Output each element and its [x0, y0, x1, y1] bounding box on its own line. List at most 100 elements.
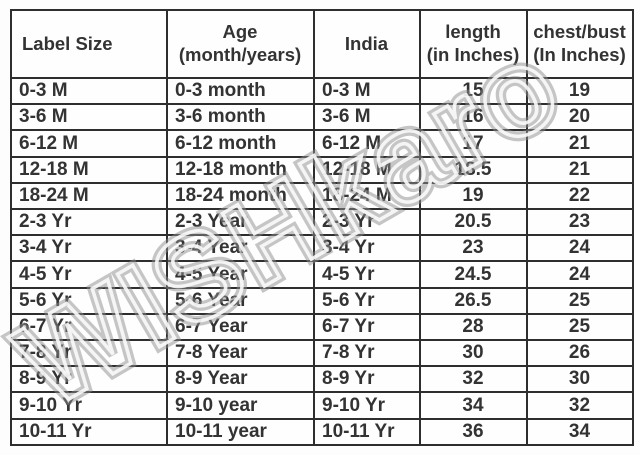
table-cell-length: 18.5	[419, 155, 528, 184]
table-cell-length: 28	[419, 312, 528, 342]
header-line1: Label Size	[22, 32, 113, 54]
table-row: 7-8 Yr 7-8 Year 7-8 Yr 30 26	[10, 339, 634, 368]
column-header-label-size: Label Size	[10, 9, 168, 79]
header-line1: chest/bust	[533, 21, 626, 43]
column-header-chest-bust: chest/bust (In Inches)	[526, 9, 634, 79]
table-cell-label-size: 5-6 Yr	[10, 286, 168, 315]
table-cell-age: 0-3 month	[166, 76, 315, 106]
table-cell-length: 36	[419, 417, 528, 447]
table-cell-india: 10-11 Yr	[313, 417, 421, 447]
table-cell-age: 6-7 Year	[166, 312, 315, 342]
table-cell-india: 6-12 M	[313, 129, 421, 158]
table-row: 8-9 Yr 8-9 Year 8-9 Yr 32 30	[10, 365, 634, 394]
table-cell-length: 17	[419, 129, 528, 158]
table-cell-label-size: 12-18 M	[10, 155, 168, 184]
table-cell-age: 3-6 month	[166, 103, 315, 132]
table-cell-label-size: 0-3 M	[10, 76, 168, 106]
table-cell-chest-bust: 24	[526, 260, 634, 289]
table-cell-chest-bust: 32	[526, 391, 634, 420]
table-row: 6-12 M 6-12 month 6-12 M 17 21	[10, 129, 634, 158]
table-cell-label-size: 10-11 Yr	[10, 417, 168, 447]
table-cell-label-size: 3-4 Yr	[10, 234, 168, 263]
table-cell-label-size: 8-9 Yr	[10, 365, 168, 394]
table-cell-chest-bust: 23	[526, 208, 634, 237]
table-cell-length: 19	[419, 181, 528, 211]
table-cell-age: 12-18 month	[166, 155, 315, 184]
table-cell-india: 18-24 M	[313, 181, 421, 211]
table-cell-label-size: 18-24 M	[10, 181, 168, 211]
table-cell-chest-bust: 21	[526, 129, 634, 158]
table-cell-label-size: 2-3 Yr	[10, 208, 168, 237]
table-cell-age: 6-12 month	[166, 129, 315, 158]
table-cell-label-size: 6-12 M	[10, 129, 168, 158]
header-line1: Age	[222, 21, 258, 43]
table-cell-chest-bust: 25	[526, 286, 634, 315]
table-row: 5-6 Yr 5-6 Year 5-6 Yr 26.5 25	[10, 286, 634, 315]
table-row: 2-3 Yr 2-3 Year 2-3 Yr 20.5 23	[10, 208, 634, 237]
header-line2: (month/years)	[178, 44, 302, 65]
table-cell-age: 7-8 Year	[166, 339, 315, 368]
table-cell-chest-bust: 19	[526, 76, 634, 106]
table-cell-chest-bust: 25	[526, 312, 634, 342]
table-cell-length: 34	[419, 391, 528, 420]
table-cell-length: 24.5	[419, 260, 528, 289]
table-row: 3-6 M 3-6 month 3-6 M 16 20	[10, 103, 634, 132]
table-row: 0-3 M 0-3 month 0-3 M 15 19	[10, 76, 634, 106]
header-line2: (in Inches)	[426, 44, 520, 65]
table-cell-india: 4-5 Yr	[313, 260, 421, 289]
table-cell-chest-bust: 30	[526, 365, 634, 394]
table-cell-india: 12-18 M	[313, 155, 421, 184]
table-cell-length: 16	[419, 103, 528, 132]
table-cell-length: 26.5	[419, 286, 528, 315]
table-cell-length: 32	[419, 365, 528, 394]
header-row: Label Size Age (month/years) India length (in…	[10, 9, 634, 79]
table-row: 6-7 Yr 6-7 Year 6-7 Yr 28 25	[10, 312, 634, 342]
table-cell-india: 5-6 Yr	[313, 286, 421, 315]
table-row: 3-4 Yr 3-4 Year 3-4 Yr 23 24	[10, 234, 634, 263]
table-row: 18-24 M 18-24 month 18-24 M 19 22	[10, 181, 634, 211]
table-row: 10-11 Yr 10-11 year 10-11 Yr 36 34	[10, 417, 634, 447]
header-line1: India	[344, 32, 389, 54]
table-cell-age: 4-5 Year	[166, 260, 315, 289]
size-chart-table: Label Size Age (month/years) India length (in…	[10, 9, 634, 447]
table-cell-age: 10-11 year	[166, 417, 315, 447]
column-header-age: Age (month/years)	[166, 9, 315, 79]
table-cell-age: 2-3 Year	[166, 208, 315, 237]
table-cell-india: 2-3 Yr	[313, 208, 421, 237]
table-cell-age: 3-4 Year	[166, 234, 315, 263]
table-cell-india: 6-7 Yr	[313, 312, 421, 342]
table-cell-chest-bust: 26	[526, 339, 634, 368]
table-cell-india: 9-10 Yr	[313, 391, 421, 420]
column-header-india: India	[313, 9, 421, 79]
table-cell-length: 30	[419, 339, 528, 368]
table-cell-age: 9-10 year	[166, 391, 315, 420]
table-cell-length: 15	[419, 76, 528, 106]
table-body: 0-3 M 0-3 month 0-3 M 15 19 3-6 M 3-6 month 3-6…	[10, 76, 634, 447]
table-cell-age: 18-24 month	[166, 181, 315, 211]
table-cell-age: 8-9 Year	[166, 365, 315, 394]
header-line2: (In Inches)	[533, 44, 626, 65]
table-cell-chest-bust: 20	[526, 103, 634, 132]
table-cell-chest-bust: 34	[526, 417, 634, 447]
table-cell-length: 23	[419, 234, 528, 263]
table-row: 12-18 M 12-18 month 12-18 M 18.5 21	[10, 155, 634, 184]
table-cell-length: 20.5	[419, 208, 528, 237]
table-cell-label-size: 4-5 Yr	[10, 260, 168, 289]
table-cell-india: 7-8 Yr	[313, 339, 421, 368]
table-cell-age: 5-6 Year	[166, 286, 315, 315]
table-cell-india: 0-3 M	[313, 76, 421, 106]
table-cell-chest-bust: 24	[526, 234, 634, 263]
header-line1: length	[445, 21, 501, 43]
table-cell-label-size: 3-6 M	[10, 103, 168, 132]
column-header-length: length (in Inches)	[419, 9, 528, 79]
table-cell-chest-bust: 21	[526, 155, 634, 184]
table-cell-label-size: 7-8 Yr	[10, 339, 168, 368]
table-cell-label-size: 9-10 Yr	[10, 391, 168, 420]
table-header: Label Size Age (month/years) India length (in…	[10, 9, 634, 79]
table-row: 9-10 Yr 9-10 year 9-10 Yr 34 32	[10, 391, 634, 420]
table-cell-label-size: 6-7 Yr	[10, 312, 168, 342]
table-cell-chest-bust: 22	[526, 181, 634, 211]
table-cell-india: 3-6 M	[313, 103, 421, 132]
table-cell-india: 3-4 Yr	[313, 234, 421, 263]
